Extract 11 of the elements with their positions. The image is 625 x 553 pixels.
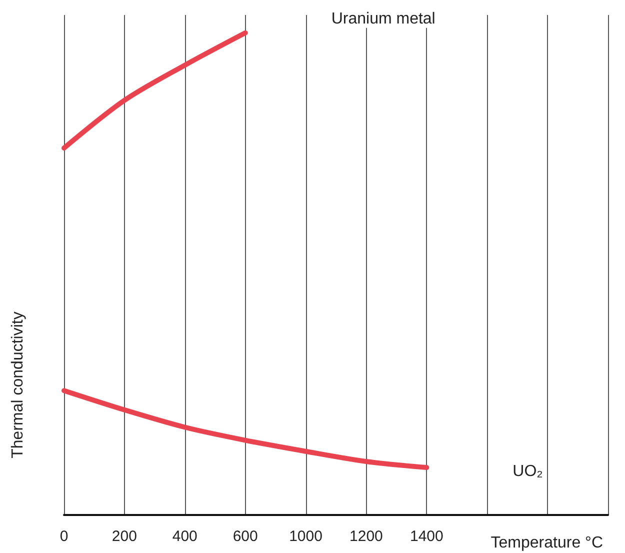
- x-tick-label: 1400: [410, 528, 444, 545]
- x-axis-title: Temperature °C: [490, 534, 603, 552]
- x-tick-label: 1200: [350, 528, 383, 545]
- text: UO₂: [512, 463, 543, 480]
- x-tick-label: 400: [172, 528, 198, 545]
- x-tick-label: 600: [232, 528, 258, 545]
- x-tick-label: 0: [60, 528, 68, 545]
- x-tick-label: 1000: [289, 528, 322, 545]
- x-tick-label: 200: [112, 528, 137, 545]
- text: Uranium metal: [331, 10, 436, 28]
- y-axis-title: Thermal conductivity: [10, 312, 26, 458]
